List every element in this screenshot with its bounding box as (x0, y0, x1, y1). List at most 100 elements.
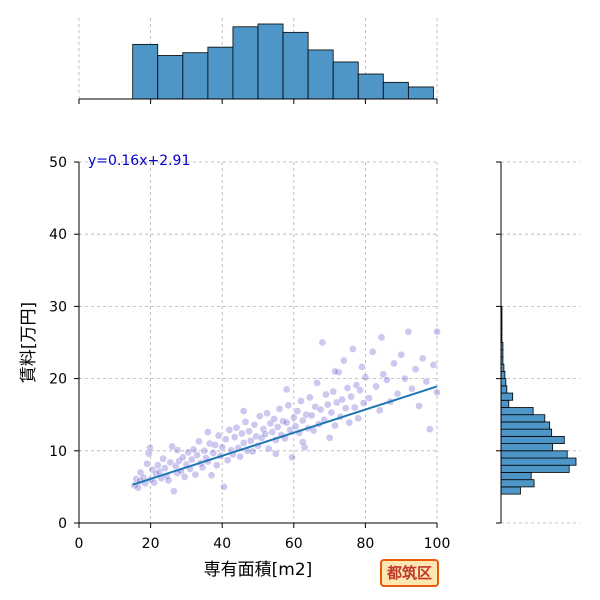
top-hist-bar (407, 86, 434, 100)
scatter-point (250, 420, 259, 429)
x-tick-label: 20 (142, 536, 160, 552)
scatter-point (327, 408, 336, 417)
regression-label: y=0.16x+2.91 (88, 153, 190, 169)
right-hist-bar (500, 414, 546, 423)
top-hist-bar (182, 52, 209, 100)
scatter-points (130, 327, 441, 496)
x-tick-label: 40 (213, 536, 231, 552)
scatter-point (245, 427, 253, 436)
top-hist-bar (332, 61, 359, 100)
scatter-point (377, 333, 386, 342)
scatter-point (338, 395, 346, 404)
x-tick-label: 100 (424, 536, 451, 552)
scatter-point (331, 421, 339, 430)
scatter-point (357, 363, 366, 371)
right-hist-bar (500, 486, 521, 495)
scatter-point (329, 387, 338, 396)
scatter-point (349, 345, 357, 353)
scatter-point (297, 397, 305, 405)
top-hist-bar (232, 26, 259, 100)
x-axis-label: 専有面積[m2] (204, 560, 313, 580)
scatter-point (361, 373, 370, 382)
scatter-point (345, 418, 354, 427)
scatter-point (415, 402, 423, 410)
scatter-point (189, 445, 198, 454)
y-tick-label: 40 (49, 227, 67, 243)
right-hist-bar (500, 428, 553, 437)
scatter-point (340, 356, 348, 365)
scatter-point (198, 463, 207, 472)
scatter-point (379, 370, 388, 379)
scatter-point (238, 429, 246, 438)
scatter-point (316, 405, 325, 414)
scatter-point (144, 449, 153, 458)
top-hist-bar (307, 49, 334, 100)
scatter-point (191, 470, 200, 479)
scatter-point (322, 390, 330, 399)
scatter-point (288, 453, 296, 462)
y-tick-label: 30 (49, 299, 67, 315)
x-tick-label: 0 (75, 536, 84, 552)
y-tick-label: 50 (49, 155, 67, 171)
scatter-point (168, 442, 176, 451)
right-hist-bar (500, 399, 510, 408)
right-hist-bar (500, 457, 577, 466)
y-tick-label: 20 (49, 372, 67, 388)
scatter-point (143, 459, 151, 468)
scatter-point (375, 406, 384, 415)
scatter-point (282, 418, 291, 427)
scatter-point (209, 449, 218, 457)
scatter-point (214, 431, 223, 440)
scatter-point (433, 327, 441, 336)
scatter-point (307, 411, 316, 420)
scatter-point (343, 384, 352, 392)
scatter-point (232, 423, 241, 432)
scatter-point (239, 407, 248, 415)
scatter-point (200, 446, 209, 455)
scatter-point (400, 374, 409, 383)
scatter-point (239, 439, 248, 447)
right-hist-bar (500, 443, 554, 452)
right-hist-bar (500, 392, 514, 401)
scatter-point (270, 415, 278, 423)
scatter-point (136, 468, 145, 477)
y-axis-label: 賃料[万円] (19, 302, 39, 383)
scatter-point (261, 430, 270, 439)
scatter-point (187, 455, 196, 464)
scatter-point (259, 425, 268, 433)
top-hist-bar (257, 23, 284, 100)
y-tick-label: 0 (58, 516, 67, 532)
scatter-point (300, 443, 309, 452)
scatter-point (146, 444, 154, 452)
scatter-point (365, 394, 373, 402)
right-hist-bar (500, 450, 568, 459)
scatter-point (298, 438, 307, 446)
scatter-point (263, 409, 271, 418)
scatter-point (368, 348, 377, 356)
scatter-point (225, 426, 234, 434)
regression-line (132, 385, 438, 486)
right-hist-bar (500, 421, 551, 430)
scatter-point (272, 449, 280, 458)
top-hist-bar (282, 31, 309, 100)
scatter-point (408, 384, 416, 393)
scatter-point (134, 483, 142, 492)
scatter-point (230, 433, 239, 441)
scatter-point (193, 451, 201, 459)
scatter-point (429, 361, 438, 369)
right-hist-bar (500, 479, 535, 488)
scatter-point (372, 382, 380, 391)
scatter-point (397, 350, 406, 359)
x-tick-label: 60 (285, 536, 303, 552)
scatter-point (275, 405, 284, 413)
scatter-point (246, 436, 255, 445)
area-badge: 都筑区 (380, 559, 440, 587)
scatter-point (298, 416, 307, 425)
scatter-point (306, 393, 314, 402)
scatter-point (153, 461, 162, 470)
top-histogram-panel (78, 18, 438, 104)
scatter-point (195, 437, 203, 446)
scatter-panel: y=0.16x+2.91 0 20 40 60 80 100 0 10 20 30 40 50 専有面積[… (19, 153, 450, 580)
scatter-point (218, 443, 227, 452)
